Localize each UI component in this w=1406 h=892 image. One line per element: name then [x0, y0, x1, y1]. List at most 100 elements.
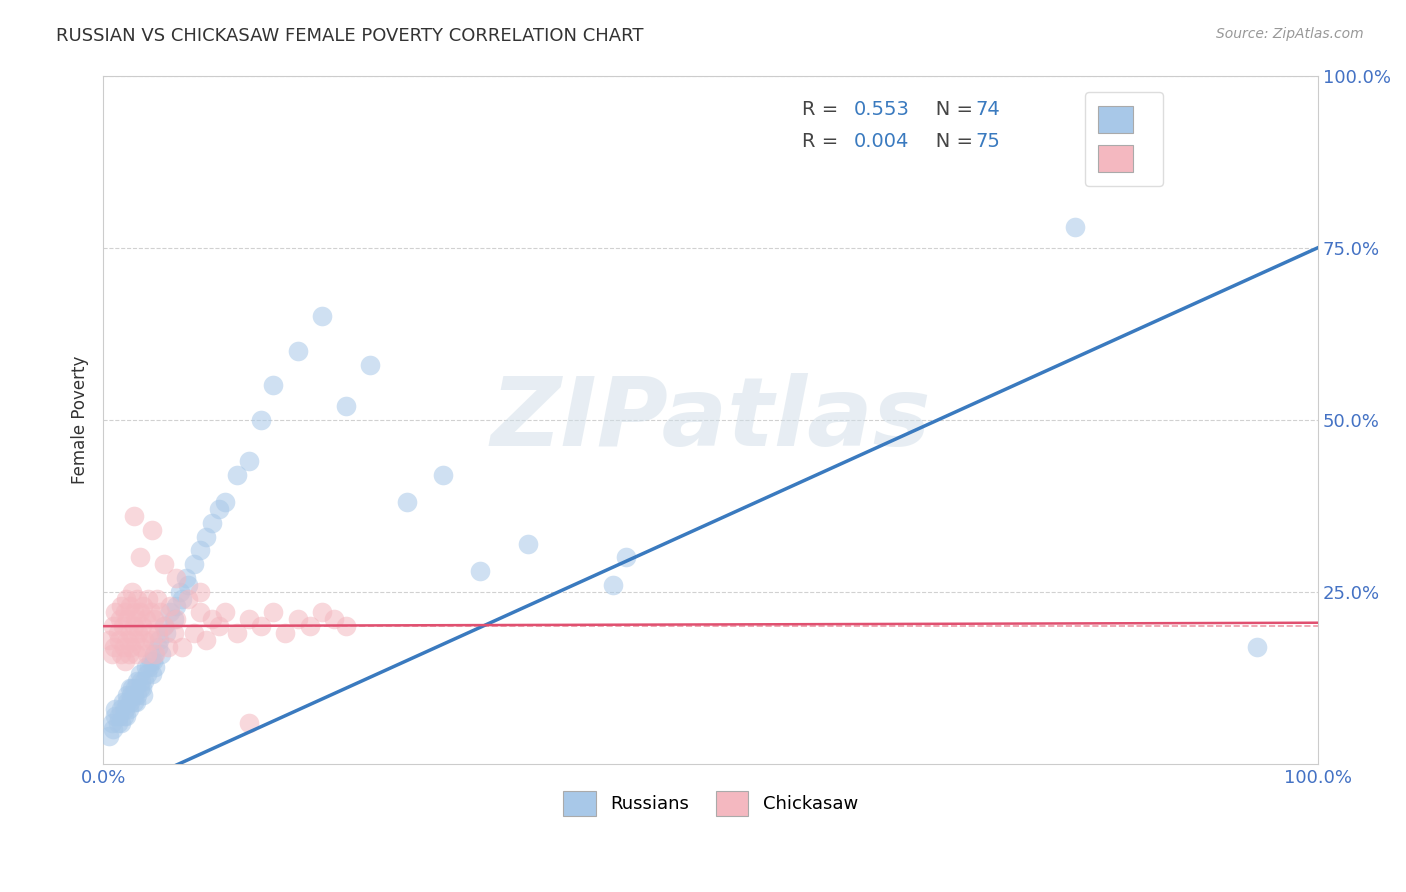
Point	[142, 654, 165, 668]
Point	[214, 606, 236, 620]
Point	[107, 715, 129, 730]
Point	[127, 626, 149, 640]
Point	[111, 695, 134, 709]
Point	[121, 681, 143, 695]
Point	[153, 619, 176, 633]
Point	[128, 681, 150, 695]
Point	[132, 599, 155, 613]
Text: 0.553: 0.553	[853, 100, 910, 119]
Point	[115, 708, 138, 723]
Point	[120, 688, 142, 702]
Point	[118, 626, 141, 640]
Point	[517, 536, 540, 550]
Point	[110, 647, 132, 661]
Point	[127, 688, 149, 702]
Point	[125, 612, 148, 626]
Point	[125, 695, 148, 709]
Point	[165, 612, 187, 626]
Point	[148, 632, 170, 647]
Point	[323, 612, 346, 626]
Point	[287, 612, 309, 626]
Point	[335, 619, 357, 633]
Point	[188, 584, 211, 599]
Point	[104, 702, 127, 716]
Point	[122, 688, 145, 702]
Point	[129, 640, 152, 654]
Point	[145, 591, 167, 606]
Point	[225, 467, 247, 482]
Point	[110, 715, 132, 730]
Point	[139, 606, 162, 620]
Point	[146, 626, 169, 640]
Point	[201, 612, 224, 626]
Point	[114, 606, 136, 620]
Point	[143, 647, 166, 661]
Point	[1064, 219, 1087, 234]
Point	[124, 681, 146, 695]
Point	[207, 502, 229, 516]
Point	[145, 660, 167, 674]
Point	[135, 660, 157, 674]
Point	[174, 571, 197, 585]
Point	[135, 647, 157, 661]
Point	[117, 695, 139, 709]
Point	[156, 640, 179, 654]
Point	[127, 591, 149, 606]
Point	[183, 558, 205, 572]
Point	[127, 674, 149, 689]
Point	[128, 550, 150, 565]
Point	[101, 723, 124, 737]
Point	[107, 626, 129, 640]
Point	[143, 612, 166, 626]
Point	[238, 715, 260, 730]
Point	[110, 599, 132, 613]
Text: 0.004: 0.004	[853, 132, 910, 151]
Point	[153, 619, 176, 633]
Point	[117, 688, 139, 702]
Point	[122, 695, 145, 709]
Point	[153, 558, 176, 572]
Point	[287, 343, 309, 358]
Point	[112, 640, 135, 654]
Point	[114, 654, 136, 668]
Point	[250, 619, 273, 633]
Point	[395, 495, 418, 509]
Point	[104, 606, 127, 620]
Legend: Russians, Chickasaw: Russians, Chickasaw	[555, 784, 866, 823]
Point	[311, 606, 333, 620]
Point	[121, 584, 143, 599]
Point	[602, 578, 624, 592]
Point	[101, 619, 124, 633]
Point	[136, 591, 159, 606]
Point	[117, 632, 139, 647]
Point	[195, 530, 218, 544]
Point	[118, 599, 141, 613]
Point	[129, 674, 152, 689]
Point	[311, 310, 333, 324]
Point	[214, 495, 236, 509]
Point	[100, 647, 122, 661]
Point	[103, 640, 125, 654]
Point	[98, 632, 121, 647]
Point	[162, 612, 184, 626]
Point	[122, 509, 145, 524]
Point	[159, 606, 181, 620]
Point	[225, 626, 247, 640]
Point	[155, 626, 177, 640]
Point	[188, 543, 211, 558]
Text: 74: 74	[976, 100, 1000, 119]
Point	[188, 606, 211, 620]
Point	[262, 606, 284, 620]
Point	[131, 619, 153, 633]
Point	[108, 708, 131, 723]
Point	[141, 667, 163, 681]
Point	[114, 702, 136, 716]
Point	[201, 516, 224, 530]
Text: N =: N =	[917, 132, 980, 151]
Point	[118, 695, 141, 709]
Point	[128, 606, 150, 620]
Point	[274, 626, 297, 640]
Text: N =: N =	[917, 100, 980, 119]
Point	[139, 654, 162, 668]
Point	[149, 606, 172, 620]
